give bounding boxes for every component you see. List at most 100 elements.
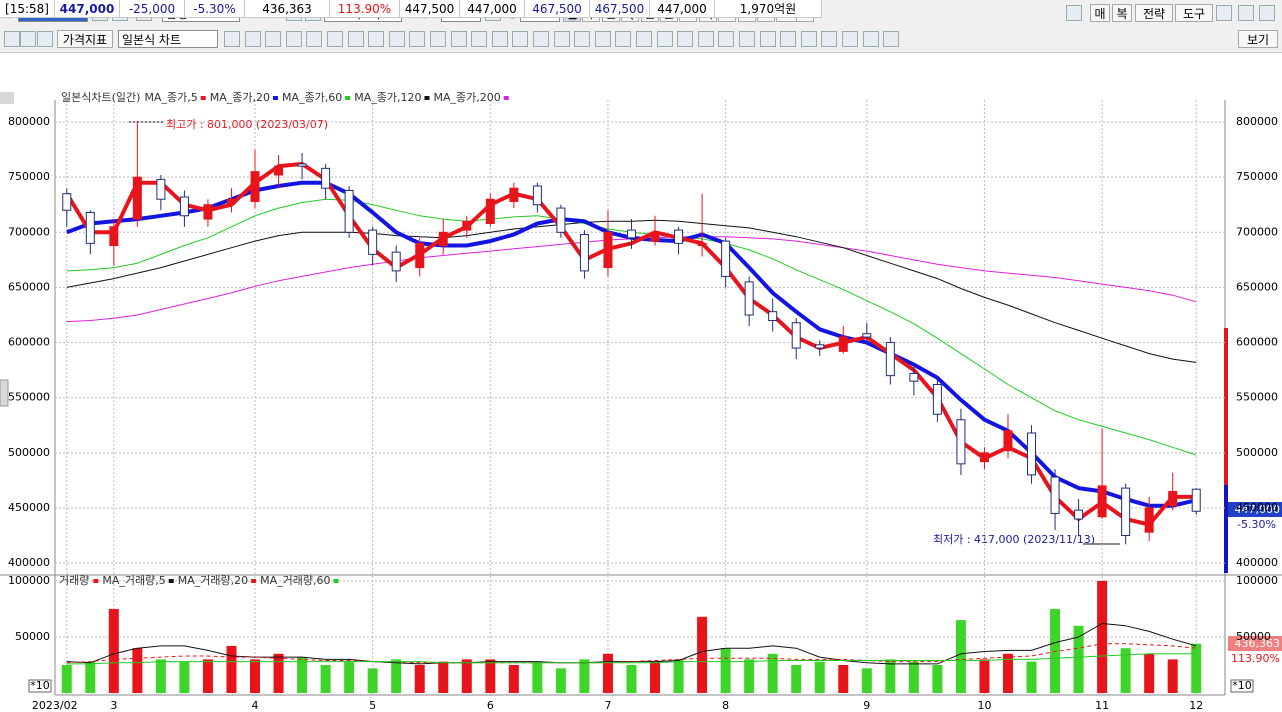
quote-value: 447,000 (650, 0, 715, 18)
legend-item: MA_종가,200 (433, 92, 500, 104)
drawing-tool[interactable] (780, 31, 797, 47)
y-tick-label: 650000 (8, 280, 50, 293)
candle-body (979, 452, 989, 463)
drawing-tool[interactable] (409, 31, 426, 47)
right-button[interactable]: 매 (1090, 4, 1110, 22)
volume-bar (1002, 653, 1013, 693)
candle-body (556, 207, 566, 233)
unit-box-left (28, 679, 52, 693)
right-icon[interactable] (1216, 5, 1232, 21)
drawing-tool[interactable] (327, 31, 343, 47)
volume-bar (391, 659, 402, 693)
candle-body (1097, 485, 1107, 518)
drawing-tool[interactable] (244, 31, 261, 47)
right-icon[interactable] (1238, 5, 1254, 21)
view-button[interactable]: 보기 (1238, 30, 1278, 48)
candle-body (932, 383, 942, 415)
x-tick-label: 2023/02 (32, 699, 78, 712)
candle-body (1074, 509, 1084, 520)
y-tick-label: 100000 (8, 574, 50, 587)
drawing-tool[interactable] (224, 31, 240, 47)
chart-style-select[interactable]: 일본식 차트 (118, 30, 218, 48)
quote-value: 447,000 (460, 0, 525, 18)
volume-bar (1144, 653, 1155, 693)
drawing-tool[interactable] (677, 31, 694, 47)
volume-bar (814, 661, 825, 693)
candle-body (627, 229, 636, 239)
right-button[interactable]: 복 (1112, 4, 1132, 22)
candle-body (462, 220, 472, 231)
drawing-tool[interactable] (739, 31, 755, 47)
drawing-tool[interactable] (574, 31, 591, 47)
drawing-tool[interactable] (430, 31, 446, 47)
volume-bar (508, 664, 519, 693)
candle-body (62, 193, 72, 211)
volume-bar (1167, 659, 1178, 693)
drawing-tool[interactable] (718, 31, 735, 47)
drawing-tool[interactable] (368, 31, 385, 47)
drawing-tool[interactable] (450, 31, 467, 47)
drawing-tool[interactable] (862, 31, 879, 47)
drawing-tool[interactable] (553, 31, 570, 47)
cloud-icon[interactable] (1066, 5, 1082, 21)
legend-swatch (424, 96, 430, 100)
drawing-tool[interactable] (800, 31, 817, 47)
indicator-button[interactable]: 가격지표 (57, 30, 113, 48)
y2-tick-label: 700000 (1236, 225, 1278, 238)
volume-bar (1026, 661, 1037, 693)
volume-bar (297, 657, 308, 693)
drawing-tool[interactable] (471, 31, 488, 47)
y-tick-label: 450000 (8, 501, 50, 514)
tool-icon[interactable] (37, 31, 53, 47)
quote-value: [15:58] (0, 0, 55, 18)
volume-bar (885, 659, 896, 693)
volume-ma-line (66, 643, 1197, 664)
volume-bar (697, 616, 708, 693)
drawing-tool[interactable] (594, 31, 611, 47)
drawing-tool[interactable] (821, 31, 838, 47)
candle-body (768, 311, 778, 322)
drawing-tool[interactable] (615, 31, 632, 47)
volume-bar (179, 661, 190, 693)
low-annotation: 최저가 : 417,000 (2023/11/13) (933, 533, 1095, 546)
drawing-tool[interactable] (306, 31, 323, 47)
drawing-tool[interactable] (883, 31, 900, 47)
drawing-tool[interactable] (491, 31, 508, 47)
drawing-tool[interactable] (697, 31, 714, 47)
volume-bar (626, 664, 637, 693)
side-handle[interactable] (0, 379, 9, 407)
legend-swatch (503, 96, 509, 100)
tool-icon[interactable] (4, 31, 20, 47)
quote-value: 1,970억원 (715, 0, 822, 18)
drawing-tool[interactable] (636, 31, 652, 47)
quote-value: 467,500 (525, 0, 590, 18)
drawing-tool[interactable] (842, 31, 858, 47)
candle-body (862, 333, 872, 338)
legend-title: 일본식차트(일간) (61, 92, 140, 104)
candle-body (391, 251, 401, 272)
scroll-arrows[interactable] (0, 92, 14, 104)
drawing-tool[interactable] (533, 31, 549, 47)
right-button[interactable]: 전략 (1135, 4, 1173, 22)
drawing-tool[interactable] (656, 31, 673, 47)
right-button[interactable]: 도구 (1175, 4, 1213, 22)
drawing-tool[interactable] (388, 31, 405, 47)
volume-bar (202, 659, 213, 693)
volume-bar (226, 645, 237, 693)
legend-swatch (168, 579, 174, 583)
volume-bar (485, 659, 496, 693)
candle-body (203, 204, 213, 220)
range-bar-up (1224, 328, 1228, 485)
drawing-tool[interactable] (347, 31, 364, 47)
quote-value: -5.30% (185, 0, 245, 18)
drawing-tool[interactable] (512, 31, 529, 47)
drawing-tool[interactable] (285, 31, 302, 47)
candle-body (368, 229, 378, 255)
unit-label-left: *10 (30, 679, 50, 692)
y-tick-label: 600000 (8, 336, 50, 349)
drawing-tool[interactable] (265, 31, 282, 47)
drawing-tool[interactable] (759, 31, 776, 47)
tool-icon[interactable] (20, 31, 36, 47)
right-icon[interactable] (1259, 5, 1275, 21)
chart: 최고가 : 801,000 (2023/03/07) 최저가 : 417,000… (0, 92, 1282, 712)
